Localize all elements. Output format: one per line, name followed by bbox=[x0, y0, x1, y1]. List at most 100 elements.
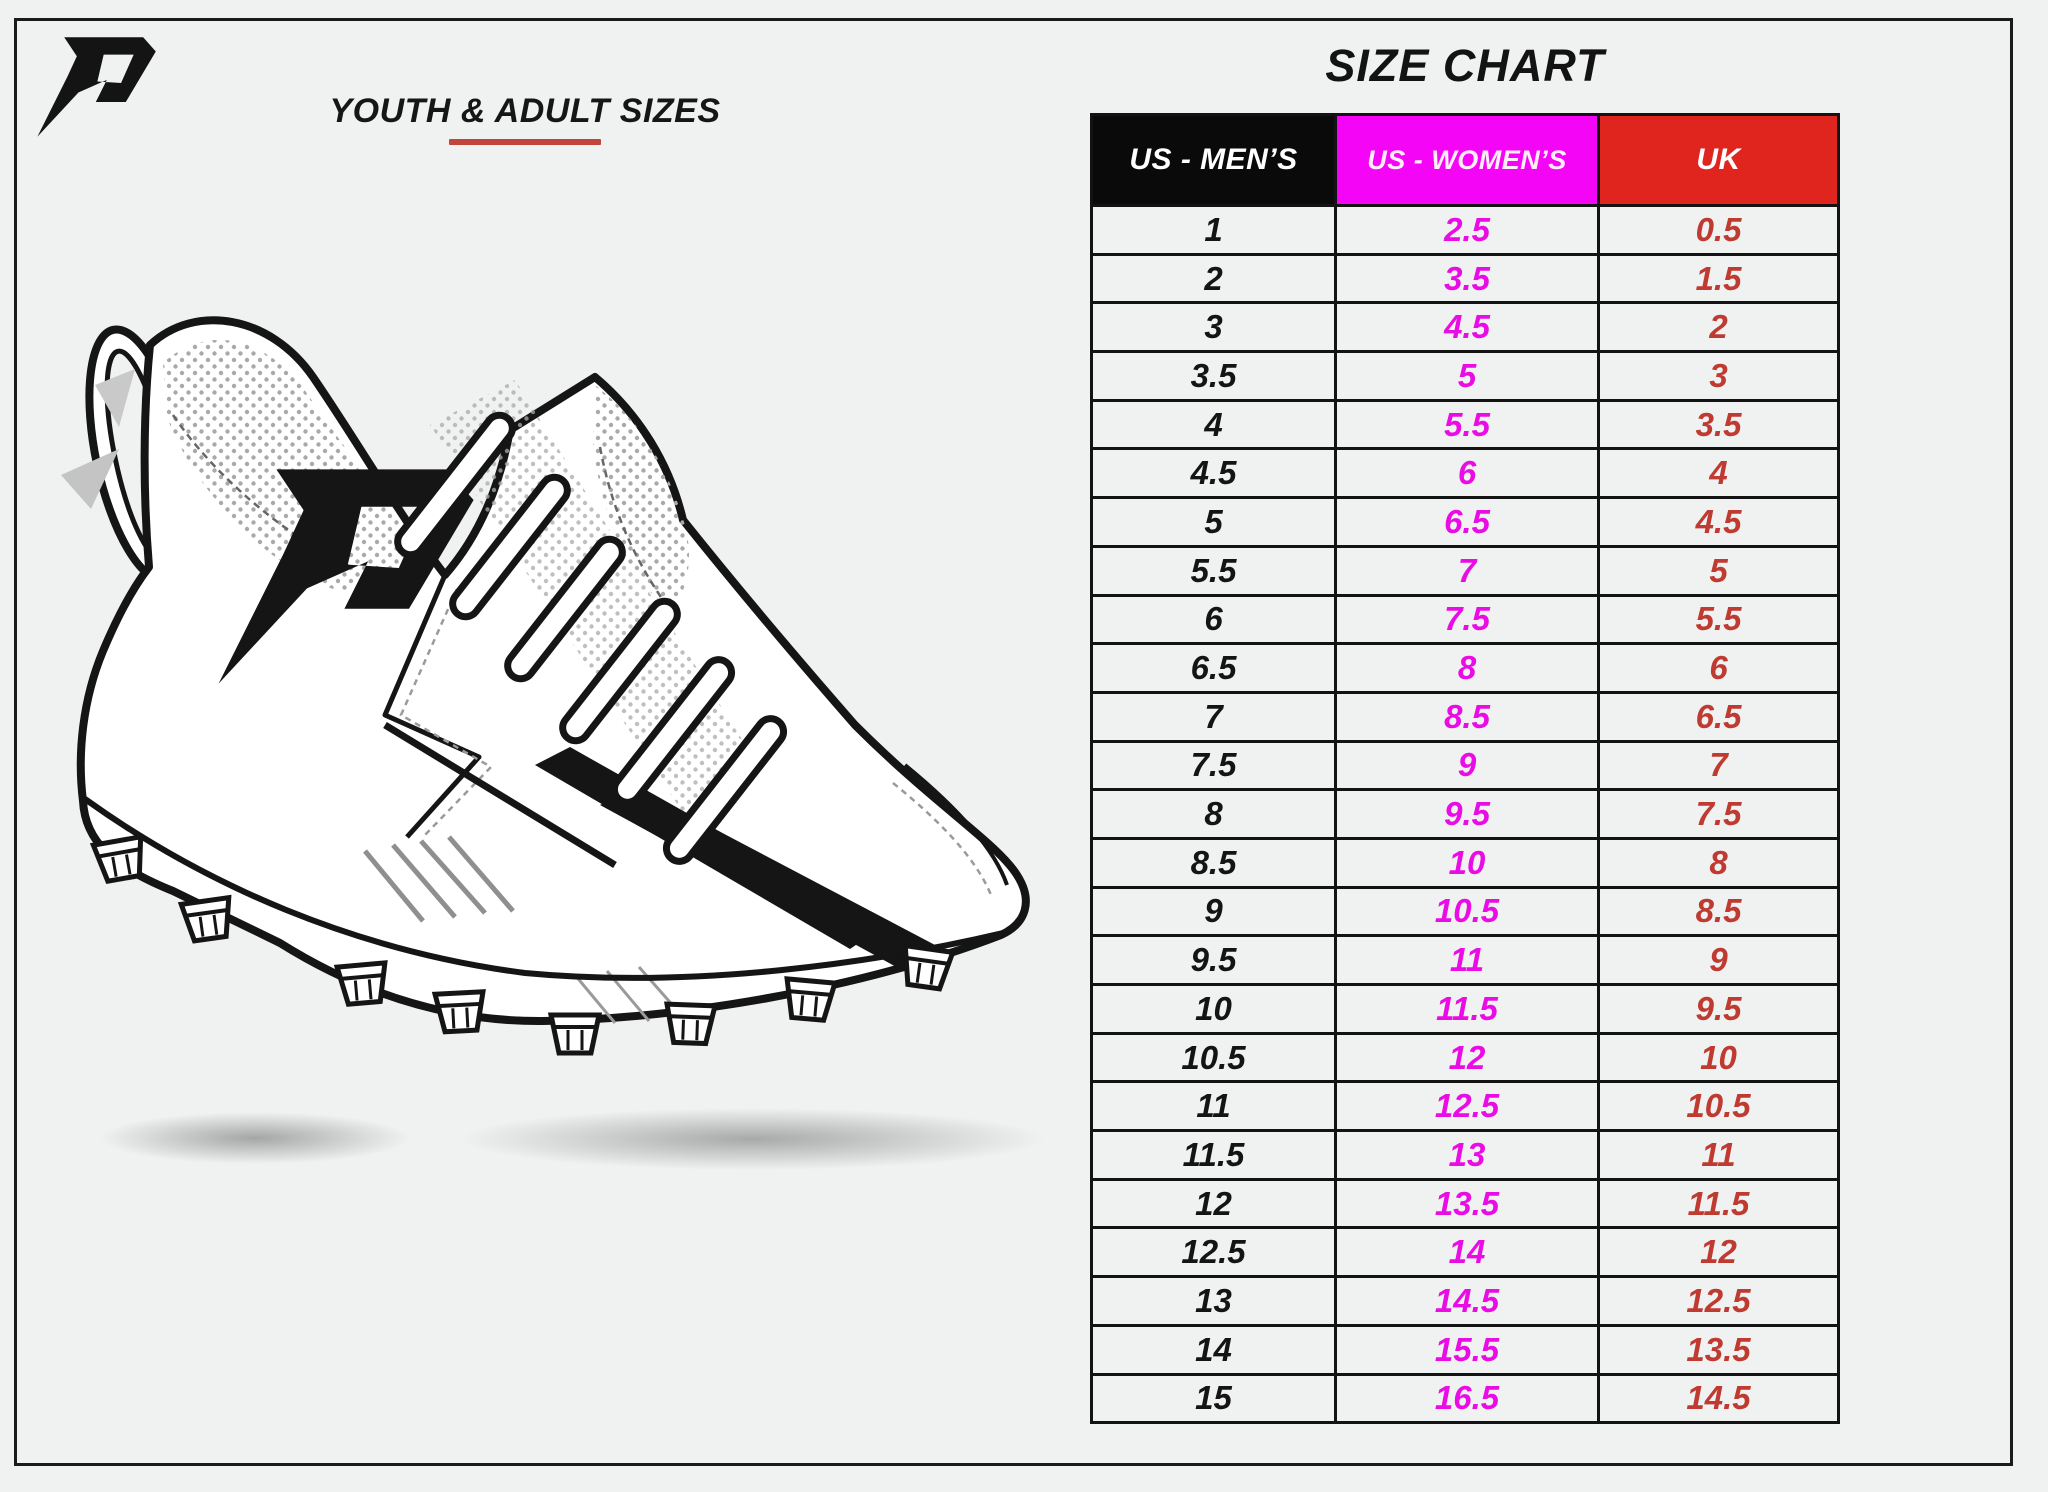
size-cell: 10 bbox=[1597, 1031, 1840, 1084]
size-cell: 13 bbox=[1090, 1275, 1337, 1327]
size-cell: 8 bbox=[1334, 642, 1600, 694]
size-cell: 9 bbox=[1334, 739, 1600, 792]
size-cell: 9.5 bbox=[1597, 983, 1840, 1035]
size-cell: 4.5 bbox=[1597, 496, 1840, 548]
size-cell: 3 bbox=[1597, 350, 1840, 402]
size-row: 7 8.5 6.5 bbox=[1090, 690, 1840, 743]
size-cell: 3.5 bbox=[1334, 252, 1600, 305]
size-row: 10.5 12 10 bbox=[1090, 1031, 1840, 1084]
size-cell: 12 bbox=[1334, 1031, 1600, 1084]
size-row: 12.5 14 12 bbox=[1090, 1226, 1840, 1279]
size-cell: 10.5 bbox=[1334, 885, 1600, 938]
size-cell: 5 bbox=[1597, 544, 1840, 597]
chevron-seam-stitch bbox=[399, 588, 494, 838]
tongue-stitch bbox=[598, 446, 667, 604]
size-row: 6.5 8 6 bbox=[1090, 642, 1840, 694]
size-cell: 12.5 bbox=[1597, 1275, 1840, 1327]
tongue-mesh bbox=[593, 385, 689, 611]
subtitle-text: YOUTH & ADULT SIZES bbox=[329, 92, 721, 130]
size-cell: 6.5 bbox=[1334, 496, 1600, 548]
size-cell: 3.5 bbox=[1090, 350, 1337, 402]
size-cell: 11 bbox=[1090, 1080, 1337, 1133]
size-cell: 4.5 bbox=[1334, 301, 1600, 354]
size-row: 9.5 11 9 bbox=[1090, 934, 1840, 986]
midsole-line bbox=[83, 796, 1004, 981]
chevron-seam bbox=[382, 574, 482, 839]
size-cell: 13.5 bbox=[1334, 1177, 1600, 1230]
size-row: 12 13.5 11.5 bbox=[1090, 1177, 1840, 1230]
subtitle-underline bbox=[449, 139, 601, 145]
size-row: 8 9.5 7.5 bbox=[1090, 788, 1840, 840]
size-cell: 6 bbox=[1090, 593, 1337, 646]
size-cell: 8 bbox=[1597, 836, 1840, 889]
size-cell: 8 bbox=[1090, 788, 1337, 840]
size-cell: 5.5 bbox=[1090, 544, 1337, 597]
shoe-shadow-toe bbox=[460, 1108, 1045, 1170]
size-row: 8.5 10 8 bbox=[1090, 836, 1840, 889]
shoe-shadow-heel bbox=[100, 1112, 410, 1164]
size-cell: 14 bbox=[1334, 1226, 1600, 1279]
size-cell: 7 bbox=[1090, 690, 1337, 743]
size-cell: 11 bbox=[1597, 1129, 1840, 1181]
size-row: 14 15.5 13.5 bbox=[1090, 1323, 1840, 1376]
size-cell: 11.5 bbox=[1090, 1129, 1337, 1181]
size-cell: 6 bbox=[1334, 447, 1600, 500]
collar-mesh-left bbox=[163, 339, 435, 591]
size-cell: 5 bbox=[1090, 496, 1337, 548]
size-row: 3.5 5 3 bbox=[1090, 350, 1840, 402]
size-row: 15 16.5 14.5 bbox=[1090, 1372, 1840, 1425]
size-cell: 10.5 bbox=[1090, 1031, 1337, 1084]
size-cell: 2 bbox=[1597, 301, 1840, 354]
size-row: 10 11.5 9.5 bbox=[1090, 983, 1840, 1035]
size-row: 11 12.5 10.5 bbox=[1090, 1080, 1840, 1133]
toe-seam-stitch bbox=[892, 782, 993, 896]
brand-logo-p-icon bbox=[37, 37, 156, 137]
size-cell: 14.5 bbox=[1597, 1372, 1840, 1425]
cleat-illustration bbox=[61, 316, 1030, 1056]
size-cell: 11 bbox=[1334, 934, 1600, 986]
size-cell: 5.5 bbox=[1334, 398, 1600, 451]
size-cell: 5.5 bbox=[1597, 593, 1840, 646]
size-cell: 12.5 bbox=[1090, 1226, 1337, 1279]
size-row: 6 7.5 5.5 bbox=[1090, 593, 1840, 646]
size-row: 2 3.5 1.5 bbox=[1090, 252, 1840, 305]
size-cell: 10.5 bbox=[1597, 1080, 1840, 1133]
subtitle-block: YOUTH & ADULT SIZES bbox=[295, 92, 755, 145]
size-row: 1 2.5 0.5 bbox=[1090, 204, 1840, 256]
size-table-header-row: US - MEN’S US - WOMEN’S UK bbox=[1090, 113, 1840, 207]
size-cell: 6 bbox=[1597, 642, 1840, 694]
size-cell: 13.5 bbox=[1597, 1323, 1840, 1376]
size-cell: 12 bbox=[1597, 1226, 1840, 1279]
size-cell: 4 bbox=[1597, 447, 1840, 500]
heel-hatch-lines bbox=[363, 835, 515, 923]
column-header-us-men-s: US - MEN’S bbox=[1090, 113, 1337, 207]
size-cell: 11.5 bbox=[1334, 983, 1600, 1035]
lace-straps bbox=[394, 411, 788, 865]
size-row: 11.5 13 11 bbox=[1090, 1129, 1840, 1181]
size-cell: 13 bbox=[1334, 1129, 1600, 1181]
size-cell: 10 bbox=[1334, 836, 1600, 889]
size-cell: 2.5 bbox=[1334, 204, 1600, 256]
heel-accent-2 bbox=[61, 449, 119, 509]
size-row: 3 4.5 2 bbox=[1090, 301, 1840, 354]
size-cell: 6.5 bbox=[1597, 690, 1840, 743]
size-cell: 8.5 bbox=[1597, 885, 1840, 938]
size-cell: 15 bbox=[1090, 1372, 1337, 1425]
chart-title: SIZE CHART bbox=[1325, 40, 1605, 91]
size-cell: 8.5 bbox=[1334, 690, 1600, 743]
size-table: US - MEN’S US - WOMEN’S UK 1 2.5 0.5 2 3.5 1.5 3… bbox=[1090, 113, 1840, 1425]
size-row: 7.5 9 7 bbox=[1090, 739, 1840, 792]
size-cell: 10 bbox=[1090, 983, 1337, 1035]
size-cell: 4.5 bbox=[1090, 447, 1337, 500]
size-cell: 1 bbox=[1090, 204, 1337, 256]
size-cell: 7 bbox=[1597, 739, 1840, 792]
size-cell: 5 bbox=[1334, 350, 1600, 402]
size-cell: 15.5 bbox=[1334, 1323, 1600, 1376]
size-cell: 14.5 bbox=[1334, 1275, 1600, 1327]
size-cell: 8.5 bbox=[1090, 836, 1337, 889]
size-cell: 16.5 bbox=[1334, 1372, 1600, 1425]
speed-stripe-thin bbox=[383, 722, 617, 868]
heel-accent-1 bbox=[95, 369, 135, 427]
size-cell: 9 bbox=[1597, 934, 1840, 986]
size-cell: 7.5 bbox=[1334, 593, 1600, 646]
